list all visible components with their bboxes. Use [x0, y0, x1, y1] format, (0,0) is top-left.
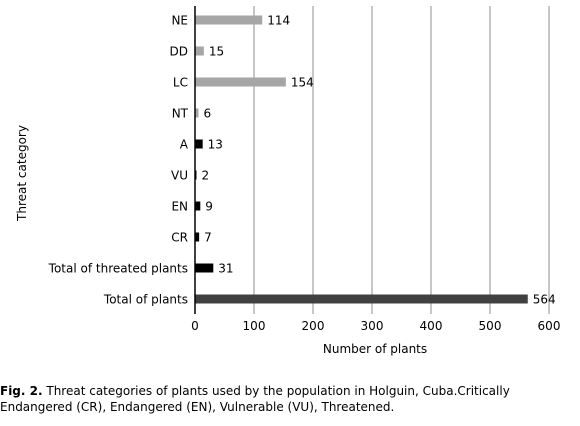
grid-lines — [253, 6, 550, 314]
caption-text: Threat categories of plants used by the … — [0, 384, 510, 414]
bar — [195, 139, 203, 149]
x-tick-label: 100 — [243, 319, 266, 333]
category-label: DD — [170, 45, 188, 59]
bar — [195, 201, 201, 211]
data-label: 13 — [208, 138, 223, 152]
x-tick-label: 300 — [361, 319, 384, 333]
bar — [195, 46, 204, 56]
data-label: 564 — [533, 293, 556, 307]
x-tick-label: 400 — [420, 319, 443, 333]
x-tick-label: 0 — [191, 319, 199, 333]
bar — [195, 77, 286, 87]
bar — [195, 263, 214, 273]
category-label: Total of threated plants — [48, 262, 188, 276]
category-label: Total of plants — [103, 293, 188, 307]
data-label: 154 — [291, 76, 314, 90]
category-label: NE — [171, 14, 188, 28]
x-tick-label: 200 — [302, 319, 325, 333]
data-label: 15 — [209, 45, 224, 59]
bar-chart: 114 15 154 6 13 2 9 7 31 564 NE DD LC NT A VU EN CR Total… — [15, 6, 560, 356]
x-tick-labels: 0 100 200 300 400 500 600 — [191, 319, 560, 333]
category-labels: NE DD LC NT A VU EN CR Total of threated plants T… — [48, 14, 189, 307]
caption-label: Fig. 2. — [0, 384, 43, 398]
bars — [195, 15, 528, 304]
category-label: EN — [171, 200, 188, 214]
y-axis-title: Threat category — [15, 125, 29, 222]
category-label: VU — [171, 169, 188, 183]
data-label: 2 — [202, 169, 210, 183]
x-tick-label: 500 — [479, 319, 502, 333]
category-label: CR — [171, 231, 188, 245]
category-label: A — [180, 138, 189, 152]
bar — [195, 108, 199, 118]
bar — [195, 232, 200, 242]
data-labels: 114 15 154 6 13 2 9 7 31 564 — [202, 14, 556, 307]
data-label: 114 — [267, 14, 290, 28]
figure-caption: Fig. 2. Threat categories of plants used… — [0, 383, 580, 415]
data-label: 31 — [218, 262, 233, 276]
bar — [195, 15, 263, 25]
bar — [195, 294, 528, 304]
category-label: NT — [172, 107, 189, 121]
data-label: 6 — [204, 107, 212, 121]
x-axis-title: Number of plants — [323, 342, 427, 356]
category-label: LC — [173, 76, 188, 90]
data-label: 7 — [204, 231, 212, 245]
data-label: 9 — [205, 200, 213, 214]
x-tick-label: 600 — [538, 319, 561, 333]
